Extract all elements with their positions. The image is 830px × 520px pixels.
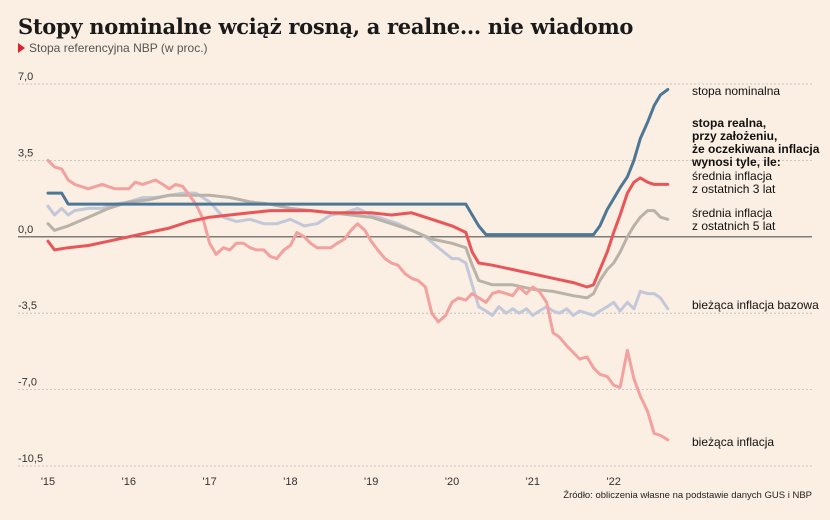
y-tick-label: -10,5	[18, 453, 43, 465]
series-line-real5	[46, 193, 670, 300]
x-tick-label: '16	[122, 476, 136, 488]
series-label-cpi: bieżąca inflacja	[692, 435, 774, 449]
series-label-real3: z ostatnich 3 lat	[692, 182, 776, 196]
y-tick-label: 7,0	[18, 71, 33, 83]
series-line-nominal	[46, 88, 670, 237]
legend-heading: że oczekiwana inflacja	[692, 142, 820, 156]
y-tick-label: -3,5	[18, 300, 37, 312]
series-label-real5: średnia inflacja	[692, 206, 772, 220]
series-label-core: bieżąca inflacja bazowa	[692, 298, 819, 312]
legend-heading: stopa realna,	[692, 116, 766, 130]
triangle-marker-icon	[18, 43, 25, 53]
x-tick-label: '22	[606, 476, 620, 488]
series-label-nominal: stopa nominalna	[692, 84, 780, 98]
x-tick-label: '20	[445, 476, 459, 488]
y-tick-label: 0,0	[18, 224, 33, 236]
x-tick-label: '17	[202, 476, 216, 488]
subtitle-text: Stopa referencyjna NBP (w proc.)	[29, 41, 208, 55]
series-labels: stopa nominalna stopa realna,przy założen…	[691, 84, 820, 449]
source-note: Źródło: obliczenia własne na podstawie d…	[563, 490, 812, 501]
x-tick-label: '15	[41, 476, 55, 488]
series-line-cpi	[46, 158, 670, 442]
chart-title: Stopy nominalne wciąż rosną, a realne...…	[18, 14, 634, 39]
chart-subtitle: Stopa referencyjna NBP (w proc.)	[18, 41, 208, 55]
y-tick-label: -7,0	[18, 377, 37, 389]
x-tick-label: '18	[283, 476, 297, 488]
y-tick-label: 3,5	[18, 147, 33, 159]
x-tick-label: '19	[364, 476, 378, 488]
series-label-real3: średnia inflacja	[692, 169, 772, 183]
legend-heading: wynosi tyle, ile:	[691, 155, 781, 169]
y-axis-ticks: 7,0 3,5 0,0 -3,5 -7,0 -10,5	[18, 71, 43, 465]
series-label-real5: z ostatnich 5 lat	[692, 219, 776, 233]
series-line-real3	[46, 176, 670, 289]
x-axis-ticks: '15 '16 '17 '18 '19 '20 '21 '22	[41, 476, 621, 488]
x-tick-label: '21	[526, 476, 540, 488]
series-lines	[46, 88, 670, 442]
legend-heading: przy założeniu,	[692, 129, 777, 143]
grid-lines	[18, 83, 812, 467]
